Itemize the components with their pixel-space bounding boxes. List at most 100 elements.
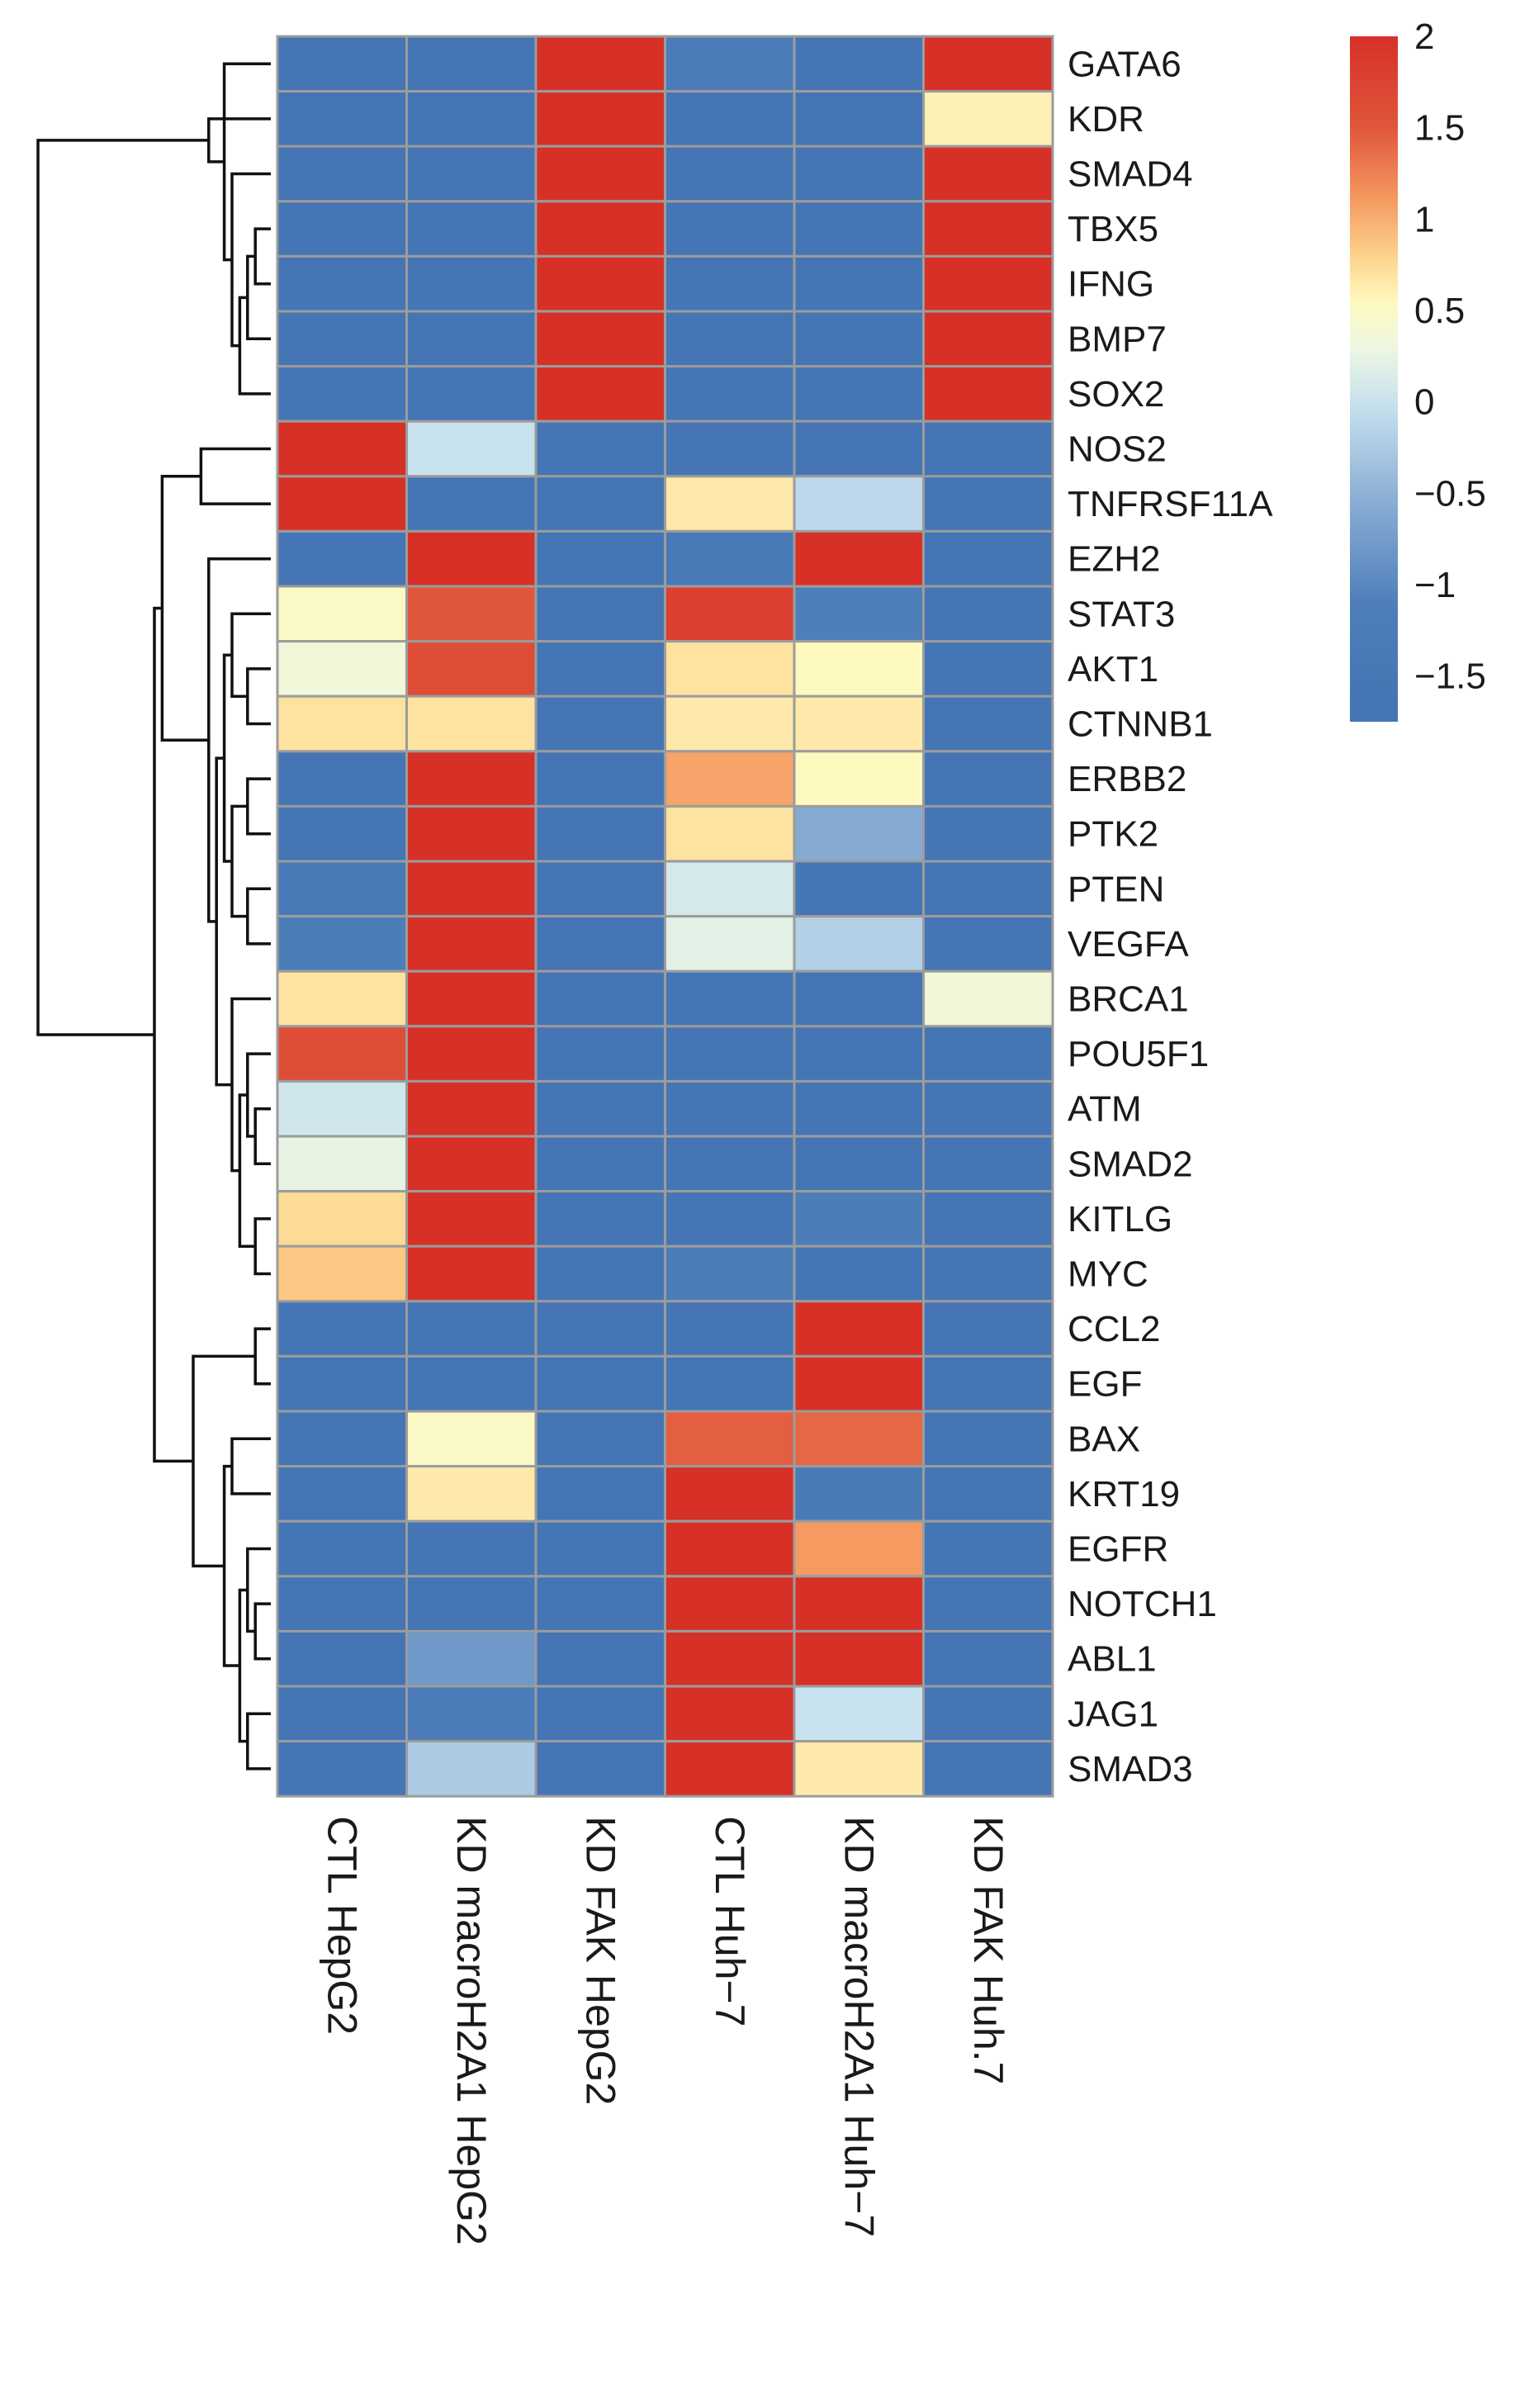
dendrogram-branch — [36, 139, 209, 1036]
heatmap-cell-kitlg-kd-fak-huh-7 — [922, 1190, 1054, 1248]
row-label-akt1: AKT1 — [1068, 649, 1158, 690]
heatmap-cell-tnfrsf11a-kd-macroh2a1-huh-7 — [793, 475, 925, 533]
dendrogram-branch — [153, 606, 193, 1463]
color-legend: 2 1.5 1 0.5 0 −0.5 −1 −1.5 — [1350, 17, 1486, 722]
heatmap-cell-kitlg-kd-fak-hepg2 — [534, 1190, 666, 1248]
heatmap-cell-nos2-kd-fak-hepg2 — [534, 420, 666, 478]
heatmap-cell-egfr-ctl-hepg2 — [276, 1519, 408, 1578]
heatmap-cell-ctnnb1-ctl-hepg2 — [276, 694, 408, 753]
row-label-kitlg: KITLG — [1068, 1199, 1172, 1240]
heatmap-cell-akt1-ctl-hepg2 — [276, 640, 408, 698]
heatmap-cell-gata6-ctl-hepg2 — [276, 35, 408, 93]
heatmap-cell-tnfrsf11a-kd-macroh2a1-hepg2 — [405, 475, 537, 533]
heatmap-cell-nos2-kd-macroh2a1-hepg2 — [405, 420, 537, 478]
heatmap-cell-erbb2-kd-macroh2a1-hepg2 — [405, 750, 537, 808]
legend-ticks: 2 1.5 1 0.5 0 −0.5 −1 −1.5 — [1414, 17, 1486, 697]
heatmap-cell-bax-kd-macroh2a1-huh-7 — [793, 1410, 925, 1468]
heatmap-cell-tbx5-kd-macroh2a1-huh-7 — [793, 200, 925, 258]
heatmap-cell-stat3-ctl-huh-7 — [664, 585, 796, 643]
heatmap-cell-sox2-kd-macroh2a1-hepg2 — [405, 365, 537, 423]
row-label-sox2: SOX2 — [1068, 374, 1164, 415]
column-label-kd-macroh2a1-huh-7: KD macroH2A1 Huh−7 — [836, 1816, 882, 2237]
dendrogram-branch — [253, 1327, 271, 1386]
heatmap-cell-ccl2-kd-fak-hepg2 — [534, 1300, 666, 1358]
dendrogram-branch — [230, 1437, 271, 1496]
heatmap-cell-brca1-ctl-hepg2 — [276, 969, 408, 1028]
column-label-kd-fak-huh-7: KD FAK Huh.7 — [965, 1816, 1011, 2084]
dendrogram-branch — [238, 296, 271, 396]
heatmap-cell-tbx5-ctl-hepg2 — [276, 200, 408, 258]
heatmap-cell-ptk2-ctl-hepg2 — [276, 804, 408, 863]
heatmap-cell-smad4-kd-macroh2a1-hepg2 — [405, 145, 537, 203]
heatmap-cell-erbb2-kd-fak-hepg2 — [534, 750, 666, 808]
heatmap-cell-smad3-kd-macroh2a1-hepg2 — [405, 1740, 537, 1798]
dendrogram-branch — [246, 887, 271, 946]
heatmap-cell-atm-ctl-hepg2 — [276, 1079, 408, 1138]
row-label-erbb2: ERBB2 — [1068, 759, 1186, 799]
heatmap-cell-pou5f1-ctl-hepg2 — [276, 1025, 408, 1083]
heatmap-cell-ezh2-ctl-hepg2 — [276, 529, 408, 588]
legend-tick-label: 2 — [1414, 17, 1434, 57]
heatmap-cell-atm-kd-macroh2a1-huh-7 — [793, 1079, 925, 1138]
heatmap-cell-erbb2-kd-fak-huh-7 — [922, 750, 1054, 808]
heatmap-cell-smad3-ctl-hepg2 — [276, 1740, 408, 1798]
heatmap-cell-tnfrsf11a-kd-fak-hepg2 — [534, 475, 666, 533]
row-label-egf: EGF — [1068, 1364, 1142, 1405]
heatmap-cell-smad3-kd-macroh2a1-huh-7 — [793, 1740, 925, 1798]
legend-tick-label: −1.5 — [1414, 657, 1486, 697]
heatmap-cell-stat3-ctl-hepg2 — [276, 585, 408, 643]
heatmap-cell-vegfa-ctl-huh-7 — [664, 915, 796, 973]
heatmap-cell-egf-ctl-hepg2 — [276, 1354, 408, 1413]
heatmap-cell-smad2-kd-fak-huh-7 — [922, 1135, 1054, 1193]
heatmap-cell-sox2-ctl-hepg2 — [276, 365, 408, 423]
dendrogram-branch — [160, 475, 209, 742]
row-label-smad2: SMAD2 — [1068, 1144, 1193, 1184]
heatmap-cell-pou5f1-kd-fak-huh-7 — [922, 1025, 1054, 1083]
heatmap-cell-ifng-kd-fak-hepg2 — [534, 254, 666, 313]
heatmap-cell-notch1-ctl-huh-7 — [664, 1575, 796, 1633]
heatmap-cell-jag1-kd-macroh2a1-hepg2 — [405, 1685, 537, 1743]
heatmap-cell-akt1-kd-fak-huh-7 — [922, 640, 1054, 698]
heatmap-cell-notch1-kd-fak-huh-7 — [922, 1575, 1054, 1633]
heatmap-cell-jag1-kd-macroh2a1-huh-7 — [793, 1685, 925, 1743]
dendrogram-branch — [207, 117, 271, 164]
row-label-jag1: JAG1 — [1068, 1694, 1158, 1734]
row-label-smad4: SMAD4 — [1068, 154, 1193, 195]
row-label-ccl2: CCL2 — [1068, 1309, 1161, 1349]
heatmap-cell-smad2-kd-fak-hepg2 — [534, 1135, 666, 1193]
dendrogram-branch — [253, 1217, 271, 1276]
heatmap-cell-notch1-kd-macroh2a1-huh-7 — [793, 1575, 925, 1633]
heatmap-cell-jag1-kd-fak-hepg2 — [534, 1685, 666, 1743]
heatmap-cell-ctnnb1-kd-macroh2a1-hepg2 — [405, 694, 537, 753]
heatmap-cell-atm-kd-macroh2a1-hepg2 — [405, 1079, 537, 1138]
row-dendrogram — [36, 62, 271, 1770]
row-label-abl1: ABL1 — [1068, 1639, 1157, 1680]
heatmap-cell-ptk2-kd-macroh2a1-hepg2 — [405, 804, 537, 863]
heatmap-cell-abl1-kd-fak-huh-7 — [922, 1629, 1054, 1688]
heatmap-cell-bax-kd-fak-hepg2 — [534, 1410, 666, 1468]
heatmap-cell-bmp7-ctl-huh-7 — [664, 310, 796, 368]
heatmap-cell-brca1-kd-fak-hepg2 — [534, 969, 666, 1028]
legend-tick-label: −0.5 — [1414, 473, 1486, 514]
heatmap-cell-smad3-kd-fak-huh-7 — [922, 1740, 1054, 1798]
row-label-ifng: IFNG — [1068, 264, 1154, 305]
legend-tick-label: 1.5 — [1414, 108, 1465, 149]
heatmap-cell-tbx5-kd-fak-hepg2 — [534, 200, 666, 258]
legend-tick-label: 1 — [1414, 199, 1434, 239]
heatmap-cell-smad2-ctl-huh-7 — [664, 1135, 796, 1193]
heatmap-cell-vegfa-kd-fak-hepg2 — [534, 915, 666, 973]
heatmap-cell-gata6-ctl-huh-7 — [664, 35, 796, 93]
heatmap-cell-gata6-kd-macroh2a1-hepg2 — [405, 35, 537, 93]
heatmap-cell-krt19-ctl-huh-7 — [664, 1465, 796, 1523]
column-label-kd-macroh2a1-hepg2: KD macroH2A1 HepG2 — [448, 1816, 495, 2245]
heatmap-cell-ptk2-kd-fak-hepg2 — [534, 804, 666, 863]
heatmap-cell-ctnnb1-kd-fak-hepg2 — [534, 694, 666, 753]
row-labels: GATA6 KDR SMAD4 TBX5 IFNG BMP7 SOX2 NOS2 TNFRSF1… — [1068, 44, 1273, 1789]
row-label-stat3: STAT3 — [1068, 594, 1175, 634]
heatmap-cell-ccl2-ctl-hepg2 — [276, 1300, 408, 1358]
heatmap-cell-egf-kd-macroh2a1-huh-7 — [793, 1354, 925, 1413]
heatmap-cell-egf-ctl-huh-7 — [664, 1354, 796, 1413]
row-label-pten: PTEN — [1068, 869, 1164, 909]
heatmap-cell-ptk2-ctl-huh-7 — [664, 804, 796, 863]
heatmap-cell-bmp7-ctl-hepg2 — [276, 310, 408, 368]
